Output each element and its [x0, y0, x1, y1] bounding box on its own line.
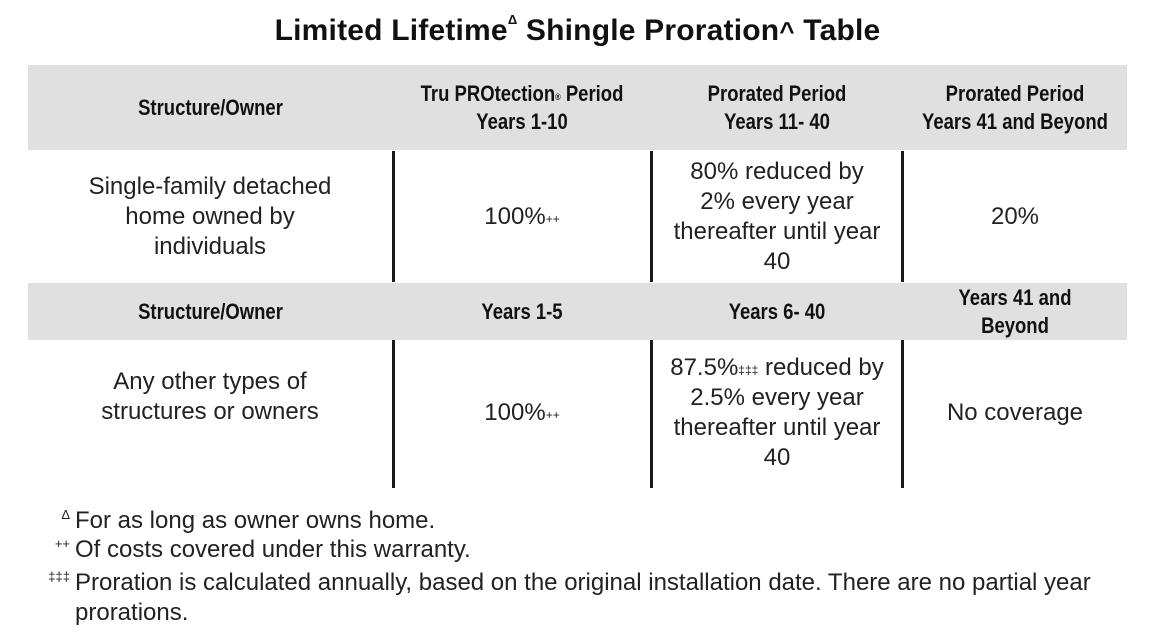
section2-header-band	[28, 283, 1127, 340]
title-part-1: Limited Lifetime	[274, 14, 508, 47]
footnote-delta-text: For as long as owner owns home.	[75, 507, 436, 534]
section2-owner-cell: Any other types of structures or owners	[101, 368, 319, 425]
section1-header-protection-period: Tru PROtection® Period Years 1-10	[420, 80, 624, 134]
section1-header-prorated-period-11-40: Prorated Period Years 11- 40	[707, 80, 847, 134]
footnote-dagger-text: Proration is calculated annually, based …	[75, 569, 1091, 626]
section2-period3-cell: No coverage	[946, 399, 1084, 426]
section2-period1-cell: 100%++	[484, 399, 560, 426]
section2-divider-3	[901, 340, 904, 488]
section1-header-prorated-period-41-beyond: Prorated Period Years 41 and Beyond	[922, 80, 1108, 134]
registered-mark: ®	[555, 91, 561, 102]
section2-divider-1	[392, 340, 395, 488]
section1-owner-cell: Single-family detached home owned by ind…	[88, 173, 332, 260]
section1-divider-2	[650, 151, 653, 282]
footnote-dagger-symbol: ‡‡‡	[48, 569, 70, 584]
footnote-dagger: ‡‡‡ Proration is calculated annually, ba…	[0, 568, 1155, 630]
footnote-plusplus-symbol: ++	[54, 536, 70, 551]
footnote-delta: Δ For as long as owner owns home.	[0, 506, 1155, 536]
section1-header-structure-owner: Structure/Owner	[138, 94, 283, 120]
section2-header-years-1-5: Years 1-5	[481, 298, 563, 324]
footnote-plusplus-text: Of costs covered under this warranty.	[75, 536, 471, 563]
footnote-plusplus: ++ Of costs covered under this warranty.	[0, 535, 1155, 565]
page-title: Limited LifetimeΔ Shingle Proration^ Tab…	[0, 12, 1155, 48]
title-part-2: Shingle Proration	[517, 14, 780, 47]
section2-header-years-6-40: Years 6- 40	[728, 298, 826, 324]
title-part-3: Table	[794, 14, 881, 47]
section1-divider-3	[901, 151, 904, 282]
section1-header-band	[28, 65, 1127, 150]
section2-header-years-41-beyond: Years 41 and Beyond	[958, 284, 1072, 338]
title-delta-symbol: Δ	[507, 12, 518, 27]
section1-period2-cell: 80% reduced by 2% every year thereafter …	[673, 158, 881, 275]
title-caret-symbol: ^	[779, 16, 795, 46]
section1-period1-cell: 100%++	[484, 203, 560, 230]
section2-period2-cell: 87.5%‡‡‡ reduced by 2.5% every year ther…	[670, 354, 884, 471]
section1-divider-1	[392, 151, 395, 282]
section1-period3-cell: 20%	[990, 203, 1040, 230]
section2-header-structure-owner: Structure/Owner	[138, 298, 283, 324]
footnote-delta-symbol: Δ	[61, 507, 70, 522]
section2-divider-2	[650, 340, 653, 488]
